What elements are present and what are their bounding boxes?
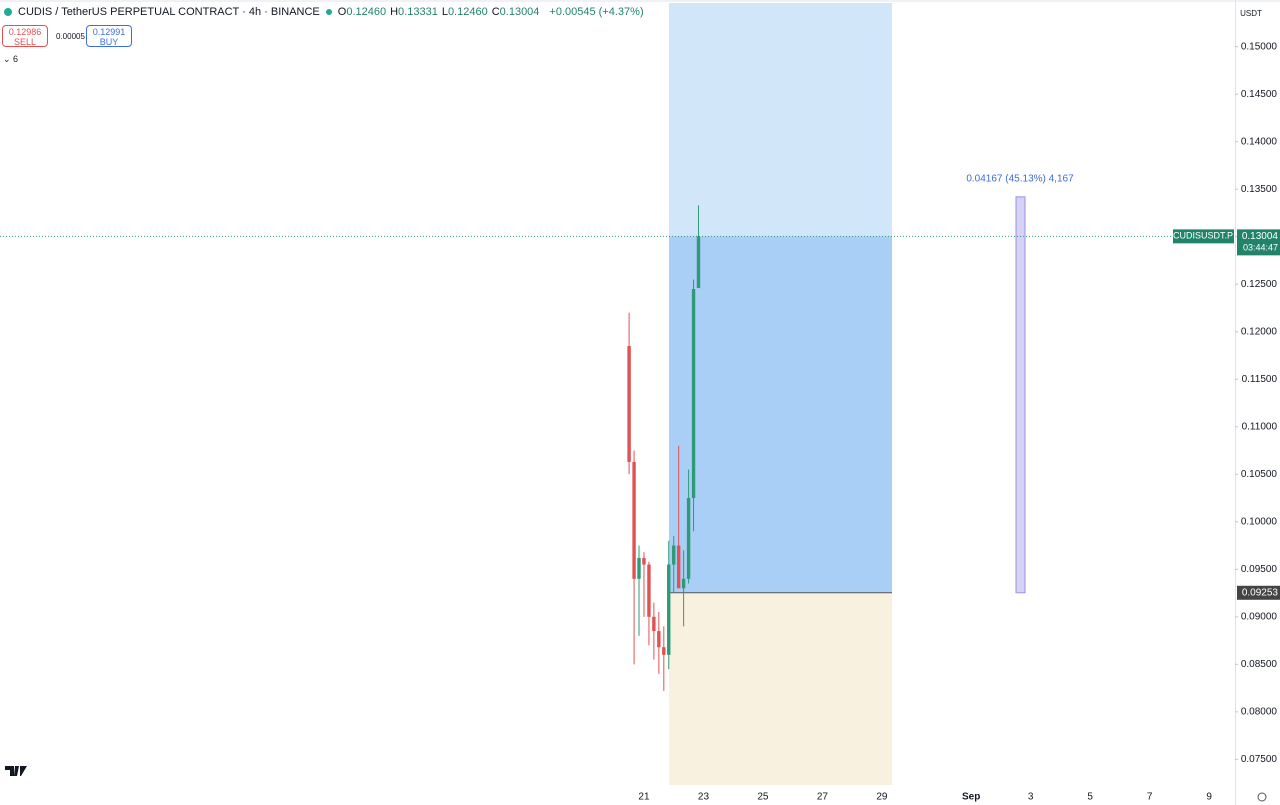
stop-zone — [669, 592, 892, 785]
symbol-tag-text: CUDISUSDT.P — [1173, 231, 1233, 241]
buy-label: BUY — [99, 37, 119, 47]
x-tick-label: 5 — [1087, 792, 1093, 803]
status-dot — [4, 8, 12, 16]
y-tick-label: 0.08500 — [1241, 659, 1278, 670]
candle-body — [696, 236, 701, 289]
entry-tag — [1237, 585, 1280, 600]
y-tick-label: 0.09000 — [1241, 611, 1278, 622]
price-axis — [1235, 0, 1280, 805]
x-tick-label: 25 — [757, 792, 769, 803]
y-tick-label: 0.14500 — [1241, 89, 1278, 100]
last-price-tag — [1237, 229, 1280, 256]
change: +0.00545 (+4.37%) — [549, 6, 644, 18]
measure-label: 0.04167 (45.13%) 4,167 — [966, 173, 1074, 184]
y-tick-label: 0.13500 — [1241, 184, 1278, 195]
symbol-tag — [1173, 229, 1234, 244]
y-tick-label: 0.11000 — [1242, 421, 1278, 432]
y-tick-label: 0.14000 — [1241, 136, 1278, 147]
buy-button[interactable]: 0.12991 BUY — [86, 25, 132, 47]
y-tick-label: 0.10500 — [1241, 469, 1278, 480]
y-tick-label: 0.10000 — [1241, 516, 1278, 527]
y-unit: USDT — [1240, 9, 1262, 18]
candle-body — [632, 461, 636, 579]
ohlc-key: H — [390, 6, 399, 18]
y-tick-label: 0.08000 — [1241, 706, 1278, 717]
candle-body — [642, 557, 646, 565]
x-tick-label: Sep — [962, 792, 980, 803]
x-tick-label: 9 — [1206, 792, 1212, 803]
symbol-header: CUDIS / TetherUS PERPETUAL CONTRACT · 4h… — [4, 6, 644, 18]
last-price-label: 0.13004 — [1242, 231, 1279, 242]
candle-body — [652, 616, 656, 632]
candle-body — [691, 289, 696, 499]
candle-body — [662, 647, 666, 655]
y-tick-label: 0.12000 — [1241, 326, 1278, 337]
x-tick-label: 3 — [1028, 792, 1034, 803]
y-tick-label: 0.07500 — [1241, 754, 1278, 765]
entry-label: 0.09253 — [1242, 587, 1279, 598]
ohlc-key: O — [337, 6, 347, 18]
y-tick-label: 0.09500 — [1241, 564, 1278, 575]
logo — [5, 766, 27, 776]
candle-body — [657, 631, 661, 648]
x-tick-label: 21 — [638, 792, 650, 803]
candle-body — [637, 557, 641, 579]
candle-body — [672, 545, 676, 565]
y-tick-label: 0.12500 — [1241, 279, 1278, 290]
open-profit-zone — [669, 236, 892, 593]
countdown-label: 03:44:47 — [1243, 243, 1278, 253]
y-tick-label: 0.11500 — [1242, 374, 1278, 385]
candle-body — [667, 564, 671, 655]
x-tick-label: 7 — [1147, 792, 1153, 803]
x-tick-label: 23 — [698, 792, 710, 803]
candle-body — [647, 564, 651, 617]
indicators-count: 6 — [13, 54, 19, 64]
x-tick-label: 29 — [876, 792, 888, 803]
candle-body — [676, 545, 681, 589]
indicators-toggle[interactable]: ⌄ 6 — [3, 54, 19, 64]
sell-label: SELL — [13, 37, 37, 47]
ohlc-key: C — [491, 6, 500, 18]
ohlc-key: L — [441, 6, 448, 18]
y-tick-label: 0.15000 — [1241, 41, 1278, 52]
candle-body — [686, 498, 691, 579]
ohlc: O0.12460 H0.13331 L0.12460 C0.13004 — [338, 6, 544, 18]
buy-price: 0.12991 — [92, 27, 126, 37]
measure-bar — [1015, 196, 1026, 594]
symbol-title[interactable]: CUDIS / TetherUS PERPETUAL CONTRACT · 4h… — [18, 6, 320, 18]
candle-body — [681, 578, 686, 589]
x-tick-label: 27 — [817, 792, 829, 803]
market-dot — [325, 9, 332, 15]
spread: 0.00005 — [56, 32, 85, 41]
sell-price: 0.12986 — [8, 27, 42, 37]
ohlc-value: 0.12460 — [447, 6, 488, 18]
ohlc-value: 0.12460 — [346, 6, 387, 18]
candle-body — [627, 346, 631, 462]
ohlc-value: 0.13004 — [499, 6, 540, 18]
settings-icon — [1257, 792, 1267, 802]
ohlc-value: 0.13331 — [398, 6, 438, 18]
sell-button[interactable]: 0.12986 SELL — [2, 25, 48, 47]
